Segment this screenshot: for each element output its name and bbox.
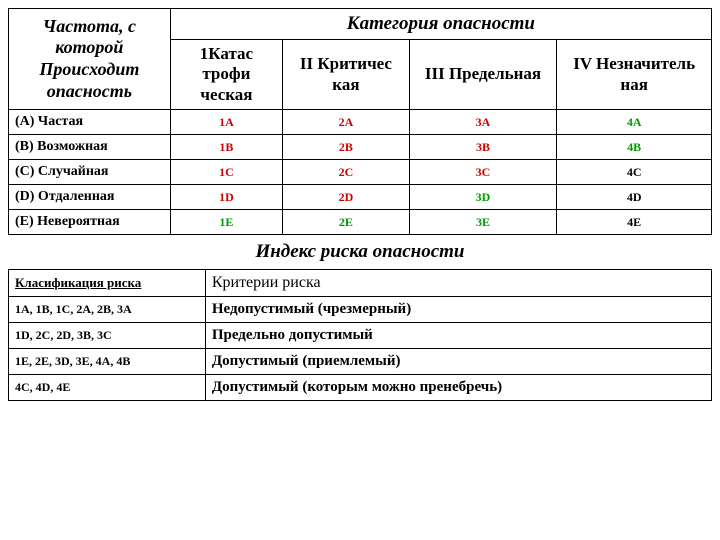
class-header-right: Критерии риска xyxy=(205,270,711,297)
table-row: (E) Невероятная 1E 2E 3E 4E xyxy=(9,210,712,235)
cell: 3C xyxy=(409,160,557,185)
row-label: (B) Возможная xyxy=(9,135,171,160)
class-codes: 1E, 2E, 3D, 3E, 4A, 4B xyxy=(9,349,206,375)
cell: 1E xyxy=(170,210,282,235)
cell: 2C xyxy=(283,160,410,185)
table-row: (B) Возможная 1B 2B 3B 4B xyxy=(9,135,712,160)
class-criteria: Допустимый (которым можно пренебречь) xyxy=(205,375,711,401)
class-codes: 4C, 4D, 4E xyxy=(9,375,206,401)
cell: 1D xyxy=(170,185,282,210)
cell: 4B xyxy=(557,135,712,160)
class-row: 1E, 2E, 3D, 3E, 4A, 4B Допустимый (прием… xyxy=(9,349,712,375)
row-label: (C) Случайная xyxy=(9,160,171,185)
cell: 4D xyxy=(557,185,712,210)
header-category: Категория опасности xyxy=(170,9,711,40)
header-frequency: Частота, с которой Происходит опасность xyxy=(9,9,171,110)
hazard-category-table: Частота, с которой Происходит опасность … xyxy=(8,8,712,235)
class-criteria: Недопустимый (чрезмерный) xyxy=(205,297,711,323)
cell: 3E xyxy=(409,210,557,235)
class-codes: 1A, 1B, 1C, 2A, 2B, 3A xyxy=(9,297,206,323)
cell: 2A xyxy=(283,110,410,135)
row-label: (E) Невероятная xyxy=(9,210,171,235)
risk-index-title: Индекс риска опасности xyxy=(8,235,712,269)
cell: 2E xyxy=(283,210,410,235)
class-row: 1D, 2C, 2D, 3B, 3C Предельно допустимый xyxy=(9,323,712,349)
cell: 1B xyxy=(170,135,282,160)
cell: 1C xyxy=(170,160,282,185)
class-criteria: Допустимый (приемлемый) xyxy=(205,349,711,375)
col-head-2: II Критичес кая xyxy=(283,40,410,110)
row-label: (D) Отдаленная xyxy=(9,185,171,210)
table-row: (C) Случайная 1C 2C 3C 4C xyxy=(9,160,712,185)
col-head-4: IV Незначитель ная xyxy=(557,40,712,110)
table-row: (A) Частая 1A 2A 3A 4A xyxy=(9,110,712,135)
table-row: (D) Отдаленная 1D 2D 3D 4D xyxy=(9,185,712,210)
class-row: 4C, 4D, 4E Допустимый (которым можно пре… xyxy=(9,375,712,401)
class-header-left: Класификация риска xyxy=(9,270,206,297)
class-row: 1A, 1B, 1C, 2A, 2B, 3A Недопустимый (чре… xyxy=(9,297,712,323)
class-codes: 1D, 2C, 2D, 3B, 3C xyxy=(9,323,206,349)
cell: 2D xyxy=(283,185,410,210)
cell: 4C xyxy=(557,160,712,185)
cell: 3A xyxy=(409,110,557,135)
cell: 3B xyxy=(409,135,557,160)
cell: 2B xyxy=(283,135,410,160)
col-head-1: 1Катас трофи ческая xyxy=(170,40,282,110)
row-label: (A) Частая xyxy=(9,110,171,135)
cell: 4E xyxy=(557,210,712,235)
cell: 4A xyxy=(557,110,712,135)
risk-class-table: Класификация риска Критерии риска 1A, 1B… xyxy=(8,269,712,401)
class-criteria: Предельно допустимый xyxy=(205,323,711,349)
cell: 1A xyxy=(170,110,282,135)
cell: 3D xyxy=(409,185,557,210)
col-head-3: III Предельная xyxy=(409,40,557,110)
